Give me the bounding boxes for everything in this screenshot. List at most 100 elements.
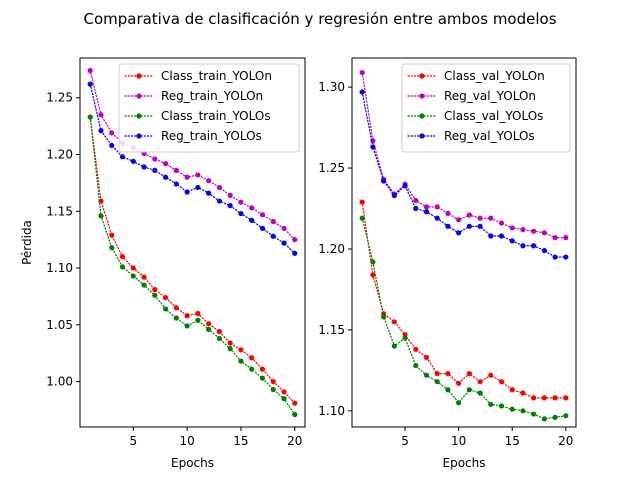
point-Reg_train_YOLOn-17 — [259, 212, 266, 218]
point-Reg_val_YOLOn-17 — [531, 228, 537, 234]
point-Class_val_YOLOn-7 — [423, 354, 430, 361]
point-Class_train_YOLOn-8 — [162, 294, 169, 301]
point-Class_train_YOLOs-7 — [152, 292, 158, 298]
x-tick-label: 10 — [451, 434, 466, 448]
x-tick-label: 20 — [287, 434, 302, 448]
point-Reg_train_YOLOs-18 — [270, 233, 276, 239]
legend-label-Class_val_YOLOs: Class_val_YOLOs — [444, 109, 543, 123]
point-Class_val_YOLOs-18 — [541, 416, 547, 422]
point-Class_train_YOLOn-6 — [141, 274, 147, 280]
point-Class_train_YOLOs-2 — [98, 213, 104, 219]
point-Reg_train_YOLOs-3 — [109, 142, 115, 149]
point-Reg_val_YOLOn-6 — [413, 197, 419, 204]
point-Class_train_YOLOs-17 — [259, 375, 266, 381]
point-Class_train_YOLOn-9 — [173, 305, 179, 311]
point-Class_val_YOLOn-4 — [391, 319, 397, 325]
point-Reg_val_YOLOs-15 — [509, 238, 515, 244]
point-Class_train_YOLOs-1 — [87, 114, 93, 120]
point-Reg_train_YOLOn-2 — [98, 112, 104, 118]
point-Class_train_YOLOs-11 — [195, 317, 201, 323]
point-Class_val_YOLOs-4 — [391, 343, 397, 349]
point-Reg_train_YOLOs-16 — [249, 217, 255, 223]
point-Class_val_YOLOn-13 — [488, 372, 494, 378]
x-tick-label: 20 — [558, 434, 573, 448]
point-Class_val_YOLOn-19 — [552, 395, 558, 401]
point-Reg_train_YOLOn-12 — [206, 178, 212, 184]
point-Reg_train_YOLOn-7 — [152, 156, 158, 162]
y-tick-label: 1.25 — [318, 161, 345, 175]
y-tick-label: 1.20 — [318, 242, 345, 256]
legend-box — [401, 63, 571, 153]
legend-label-Class_train_YOLOn: Class_train_YOLOn — [161, 69, 272, 83]
point-Class_val_YOLOs-3 — [381, 314, 387, 320]
point-Class_val_YOLOn-9 — [445, 370, 451, 377]
point-Class_train_YOLOs-13 — [216, 335, 223, 342]
point-Reg_train_YOLOs-2 — [98, 128, 104, 134]
y-tick-label: 1.00 — [46, 375, 73, 389]
point-Reg_train_YOLOn-9 — [173, 167, 179, 173]
point-Reg_train_YOLOs-19 — [281, 240, 287, 246]
point-Class_val_YOLOn-18 — [541, 395, 547, 401]
point-Class_train_YOLOn-19 — [281, 389, 287, 395]
y-tick-label: 1.30 — [318, 80, 345, 94]
point-Class_train_YOLOs-5 — [130, 273, 136, 279]
legend-marker-Class_train_YOLOs — [136, 113, 142, 119]
point-Reg_train_YOLOn-13 — [216, 184, 223, 191]
series-line-Class_train_YOLOn — [89, 116, 296, 404]
point-Reg_val_YOLOs-13 — [488, 233, 494, 239]
point-Class_val_YOLOs-6 — [413, 362, 419, 369]
point-Reg_val_YOLOn-16 — [520, 226, 526, 233]
x-axis-label: Epochs — [443, 456, 486, 470]
point-Class_val_YOLOn-10 — [456, 380, 462, 386]
point-Class_train_YOLOs-3 — [109, 245, 115, 251]
point-Class_val_YOLOn-8 — [434, 370, 440, 377]
point-Class_val_YOLOs-1 — [359, 215, 365, 221]
point-Reg_val_YOLOn-12 — [477, 215, 483, 221]
point-Class_train_YOLOs-6 — [141, 282, 147, 288]
point-Class_train_YOLOn-3 — [109, 232, 115, 238]
legend-label-Reg_val_YOLOn: Reg_val_YOLOn — [444, 89, 536, 103]
point-Reg_train_YOLOs-8 — [162, 174, 169, 180]
point-Class_train_YOLOn-16 — [249, 355, 255, 361]
y-tick-label: 1.20 — [46, 148, 73, 162]
point-Class_train_YOLOn-10 — [184, 313, 190, 319]
y-axis-label: Pérdida — [20, 220, 34, 265]
legend-marker-Reg_train_YOLOs — [136, 133, 142, 139]
point-Reg_val_YOLOs-17 — [531, 243, 537, 249]
legend-label-Reg_val_YOLOs: Reg_val_YOLOs — [444, 129, 535, 143]
point-Class_train_YOLOs-10 — [184, 323, 190, 329]
point-Class_train_YOLOn-18 — [270, 378, 276, 385]
point-Reg_val_YOLOs-9 — [445, 223, 451, 229]
legend-label-Class_train_YOLOs: Class_train_YOLOs — [161, 109, 271, 123]
point-Reg_train_YOLOn-11 — [195, 172, 201, 178]
point-Class_val_YOLOn-11 — [466, 370, 472, 377]
point-Reg_val_YOLOn-1 — [359, 69, 365, 76]
point-Class_val_YOLOs-12 — [477, 390, 483, 396]
point-Reg_val_YOLOs-3 — [381, 178, 387, 184]
point-Reg_train_YOLOs-4 — [119, 154, 126, 160]
point-Class_val_YOLOs-13 — [488, 401, 494, 407]
point-Reg_val_YOLOn-7 — [423, 204, 430, 210]
point-Class_train_YOLOn-12 — [206, 321, 212, 327]
point-Reg_val_YOLOn-11 — [466, 212, 472, 218]
y-tick-label: 1.05 — [46, 318, 73, 332]
point-Class_train_YOLOs-16 — [249, 366, 255, 372]
point-Reg_val_YOLOn-8 — [434, 204, 440, 210]
point-Reg_val_YOLOs-14 — [498, 233, 505, 239]
point-Reg_val_YOLOn-19 — [552, 235, 558, 241]
point-Class_val_YOLOs-5 — [402, 335, 408, 341]
point-Reg_train_YOLOs-12 — [206, 190, 212, 196]
y-tick-label: 1.15 — [46, 204, 73, 218]
point-Class_train_YOLOs-18 — [270, 386, 276, 393]
point-Reg_val_YOLOs-4 — [391, 192, 397, 199]
point-Reg_val_YOLOn-20 — [563, 235, 569, 241]
point-Class_train_YOLOs-9 — [173, 315, 179, 321]
point-Class_train_YOLOn-14 — [227, 340, 233, 346]
legend-marker-Class_train_YOLOn — [136, 73, 142, 79]
point-Class_train_YOLOn-13 — [216, 329, 223, 335]
point-Reg_val_YOLOn-15 — [509, 225, 515, 231]
axes-frame — [351, 57, 577, 428]
point-Reg_train_YOLOn-8 — [162, 160, 169, 167]
point-Reg_train_YOLOs-5 — [130, 158, 136, 164]
point-Reg_train_YOLOs-17 — [259, 225, 266, 231]
